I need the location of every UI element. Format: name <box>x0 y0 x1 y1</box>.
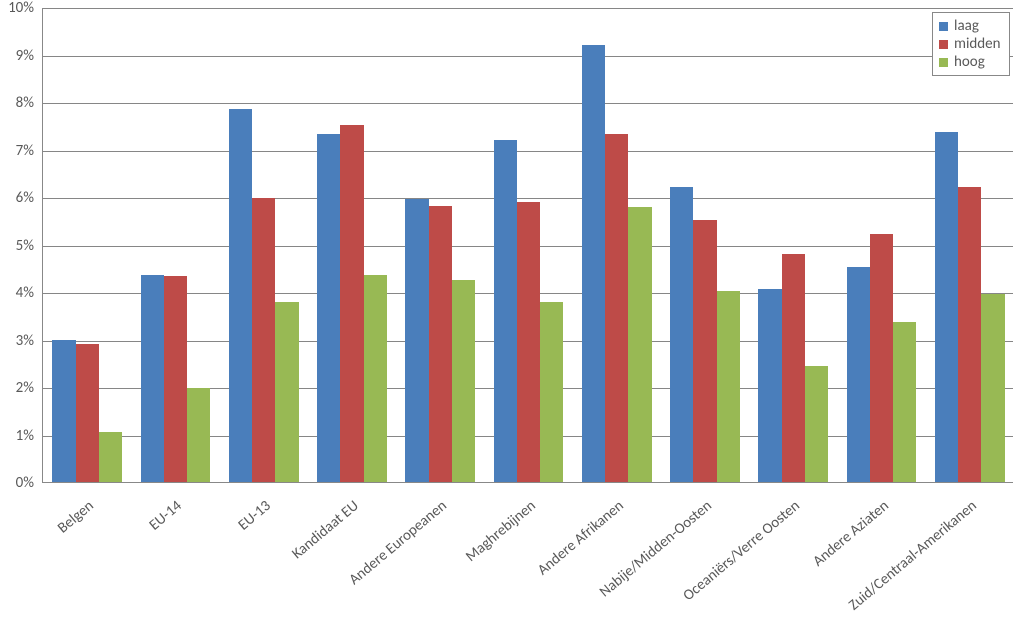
bar-hoog <box>540 302 563 482</box>
y-tick-label: 8% <box>0 94 34 112</box>
bar-hoog <box>99 432 122 482</box>
x-tick-label: Andere Afrikanen <box>534 497 627 579</box>
gridline <box>43 56 1013 57</box>
bar-midden <box>958 187 981 482</box>
legend-swatch <box>939 40 948 49</box>
bar-midden <box>164 276 187 482</box>
x-tick-label: Andere Aziaten <box>809 497 892 571</box>
bar-hoog <box>275 302 298 482</box>
y-tick-label: 0% <box>0 474 34 492</box>
bar-midden <box>429 206 452 482</box>
bar-laag <box>229 109 252 482</box>
y-tick-label: 6% <box>0 189 34 207</box>
bar-midden <box>252 198 275 482</box>
bar-midden <box>517 202 540 482</box>
legend-swatch <box>939 22 948 31</box>
bar-hoog <box>187 388 210 482</box>
bar-hoog <box>717 291 740 482</box>
bar-hoog <box>364 275 387 482</box>
legend: laagmiddenhoog <box>932 12 1010 76</box>
bar-hoog <box>452 280 475 482</box>
x-tick-label: Kandidaat EU <box>289 497 363 563</box>
legend-label: midden <box>954 35 1001 53</box>
bar-laag <box>582 45 605 482</box>
bar-hoog <box>628 207 651 483</box>
legend-item: hoog <box>939 53 1001 71</box>
bar-midden <box>605 134 628 482</box>
y-tick-label: 10% <box>0 0 34 17</box>
y-tick-label: 9% <box>0 47 34 65</box>
y-tick-label: 7% <box>0 142 34 160</box>
legend-item: laag <box>939 17 1001 35</box>
legend-label: hoog <box>954 53 985 71</box>
bar-midden <box>693 220 716 482</box>
x-tick-label: EU-14 <box>146 497 186 534</box>
gridline <box>43 8 1013 9</box>
bar-laag <box>317 134 340 482</box>
chart-container: laagmiddenhoog 0% 1% 2% 3% 4% 5% 6% 7% 8% 9% 10% Be… <box>0 0 1023 633</box>
bar-midden <box>870 234 893 482</box>
x-tick-label: EU-13 <box>235 497 275 534</box>
gridline <box>43 103 1013 104</box>
y-tick-label: 1% <box>0 427 34 445</box>
bar-hoog <box>805 366 828 482</box>
bar-midden <box>76 344 99 482</box>
plot-area <box>42 8 1013 483</box>
bar-midden <box>340 125 363 482</box>
bar-laag <box>847 267 870 482</box>
bar-laag <box>758 289 781 482</box>
y-tick-label: 2% <box>0 379 34 397</box>
x-tick-label: Maghrebijnen <box>462 497 539 566</box>
bar-laag <box>141 275 164 482</box>
bar-laag <box>52 340 75 482</box>
gridline <box>43 151 1013 152</box>
y-tick-label: 3% <box>0 332 34 350</box>
gridline <box>43 198 1013 199</box>
x-tick-label: Belgen <box>54 497 97 537</box>
y-tick-label: 5% <box>0 237 34 255</box>
legend-item: midden <box>939 35 1001 53</box>
bar-laag <box>935 132 958 482</box>
y-tick-label: 4% <box>0 284 34 302</box>
legend-swatch <box>939 58 948 67</box>
bar-hoog <box>893 322 916 482</box>
bar-laag <box>405 199 428 482</box>
legend-label: laag <box>954 17 979 35</box>
bar-laag <box>494 140 517 482</box>
bar-hoog <box>981 294 1004 482</box>
bar-midden <box>782 254 805 482</box>
bar-laag <box>670 187 693 482</box>
